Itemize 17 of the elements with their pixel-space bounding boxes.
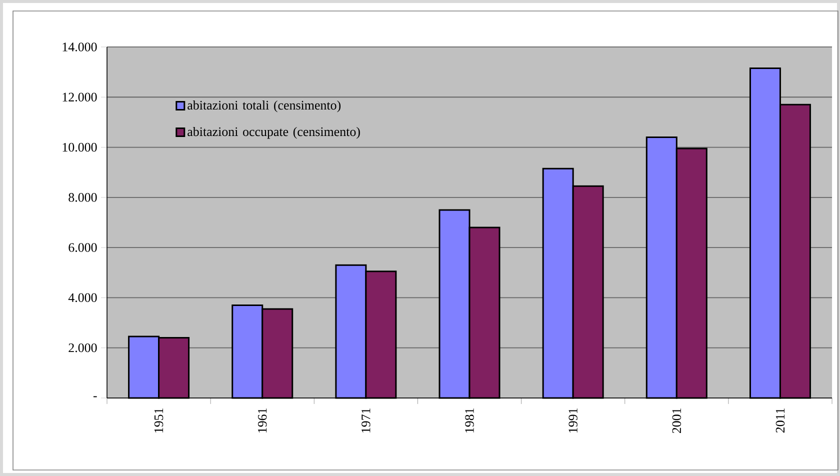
y-tick-label: 2.000 [68, 343, 97, 352]
x-tick-label: 1961 [258, 408, 267, 432]
x-tick-label: 1951 [154, 408, 164, 432]
y-tick-label: 4.000 [68, 293, 97, 302]
y-tick-label: 14.000 [62, 42, 97, 52]
y-tick-label: 6.000 [68, 243, 97, 252]
x-tick-label: 2001 [672, 408, 682, 434]
y-tick-label: 12.000 [62, 92, 97, 102]
x-tick-label: 1971 [362, 408, 370, 432]
x-tick-label: 1981 [465, 408, 474, 432]
y-tick-label: 8.000 [68, 193, 97, 202]
x-tick-label: 1991 [568, 408, 578, 432]
y-tick-label: 10.000 [62, 142, 97, 152]
legend-label: abitazioni occupate (censimento) [188, 126, 360, 139]
legend-label: abitazioni totali (censimento) [188, 100, 341, 112]
y-tick-label: - [93, 396, 97, 398]
x-tick-label: 2011 [776, 408, 785, 433]
